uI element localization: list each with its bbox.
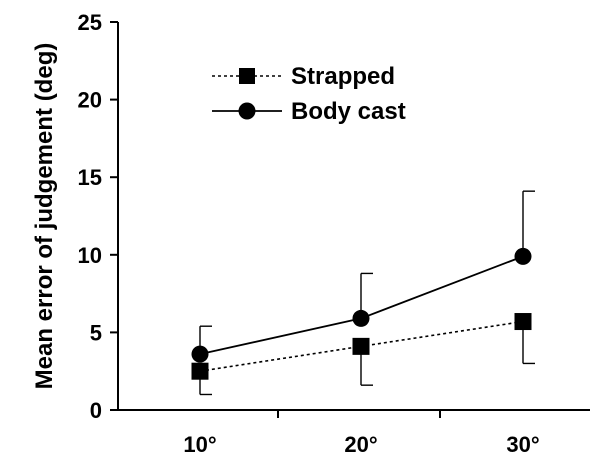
- y-tick-label: 20: [78, 88, 102, 113]
- x-tick-label: 10°: [183, 432, 216, 457]
- y-tick-label: 15: [78, 165, 102, 190]
- series-group: [191, 190, 535, 396]
- y-tick-label: 0: [90, 398, 102, 423]
- data-point-strapped: [514, 313, 532, 331]
- data-point-body-cast: [514, 247, 532, 265]
- legend-entry-body-cast: Body cast: [212, 98, 406, 125]
- y-tick-label: 10: [78, 243, 102, 268]
- data-point-body-cast: [191, 345, 209, 363]
- y-ticks: 0 5 10 15 20 25: [78, 10, 118, 423]
- data-point-strapped: [191, 362, 209, 380]
- series-strapped: [191, 313, 535, 396]
- data-point-strapped: [352, 337, 370, 355]
- legend-body-cast-marker: [238, 102, 256, 120]
- legend-strapped-marker: [239, 68, 255, 84]
- legend-body-cast-label: Body cast: [291, 98, 406, 125]
- y-tick-label: 5: [90, 320, 102, 345]
- y-tick-label: 25: [78, 10, 102, 35]
- legend-entry-strapped: Strapped: [212, 63, 395, 90]
- x-ticks: 10° 20° 30°: [183, 410, 540, 457]
- series-body-cast: [191, 190, 535, 363]
- legend: Strapped Body cast: [212, 63, 406, 125]
- x-tick-label: 30°: [506, 432, 539, 457]
- y-axis-title: Mean error of judgement (deg): [31, 43, 58, 390]
- data-point-body-cast: [352, 309, 370, 327]
- legend-strapped-label: Strapped: [291, 63, 395, 90]
- x-tick-label: 20°: [344, 432, 377, 457]
